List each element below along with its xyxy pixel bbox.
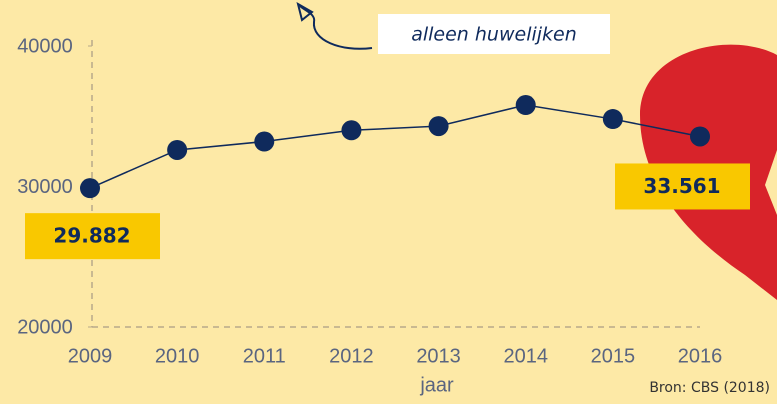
x-tick-label: 2010 — [155, 345, 200, 367]
point — [516, 95, 536, 115]
value-label: 33.561 — [643, 174, 720, 198]
annotation: alleen huwelijken — [411, 24, 577, 46]
x-tick-label: 2011 — [243, 345, 286, 367]
x-tick-label: 2015 — [591, 345, 636, 367]
x-tick-label: 2012 — [329, 345, 374, 367]
point — [80, 178, 100, 198]
point — [603, 109, 623, 129]
x-tick-label: 2016 — [678, 345, 723, 367]
value-label: 29.882 — [53, 224, 130, 248]
x-tick-label: 2014 — [503, 345, 548, 367]
y-tick-label: 40000 — [17, 35, 73, 57]
source: Bron: CBS (2018) — [649, 380, 770, 396]
x-tick-label: 2013 — [416, 345, 461, 367]
point — [429, 116, 449, 136]
point — [254, 132, 274, 152]
x-axis-label: jaar — [419, 374, 454, 396]
point — [341, 120, 361, 140]
point — [167, 140, 187, 160]
x-tick-label: 2009 — [68, 345, 113, 367]
y-tick-label: 20000 — [17, 316, 73, 338]
point — [690, 126, 710, 146]
y-tick-label: 30000 — [17, 176, 73, 198]
chart: alleen huwelijken jaar Bron: CBS (2018) … — [0, 0, 777, 404]
